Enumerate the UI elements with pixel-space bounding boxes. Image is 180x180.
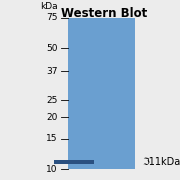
Bar bbox=[54, 160, 94, 164]
Bar bbox=[68, 18, 135, 169]
Text: kDa: kDa bbox=[40, 2, 58, 11]
Text: 20: 20 bbox=[46, 113, 58, 122]
Text: 25: 25 bbox=[46, 96, 58, 105]
Text: 10: 10 bbox=[46, 165, 58, 174]
Text: ℑ11kDa: ℑ11kDa bbox=[142, 157, 180, 167]
Text: 50: 50 bbox=[46, 44, 58, 53]
Text: 37: 37 bbox=[46, 67, 58, 76]
Text: 75: 75 bbox=[46, 14, 58, 22]
Text: Western Blot: Western Blot bbox=[61, 7, 148, 20]
Text: 15: 15 bbox=[46, 134, 58, 143]
